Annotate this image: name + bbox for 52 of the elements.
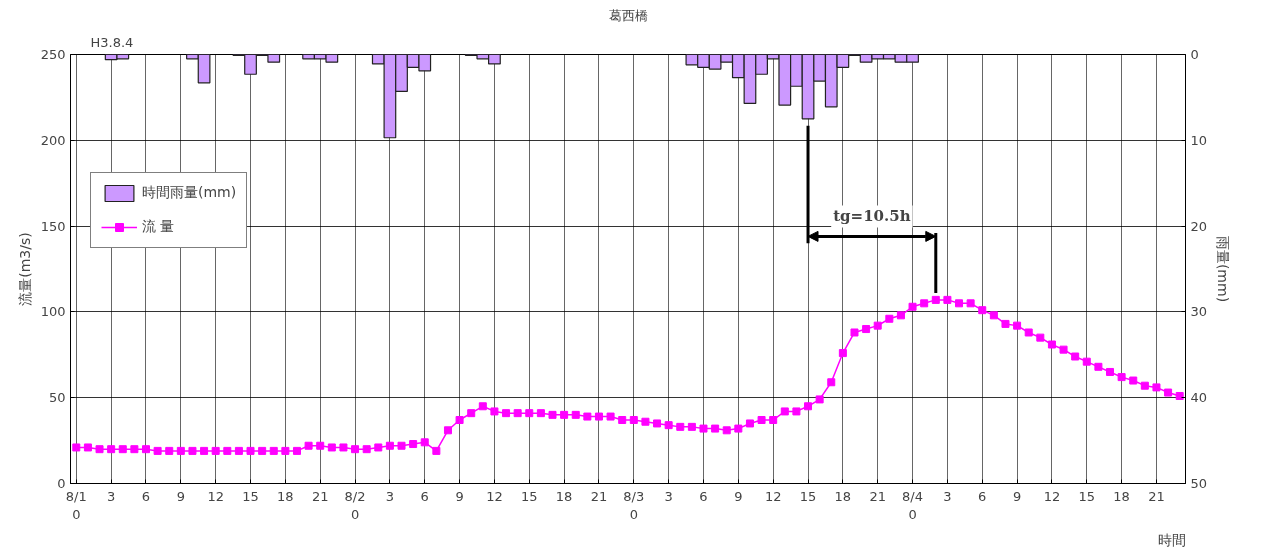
x-tick-label: 18 — [555, 488, 573, 504]
y2-tick-label: 0 — [1190, 47, 1199, 62]
x-tick-label: 3 — [385, 488, 395, 504]
x-tick-label: 21 — [590, 488, 608, 504]
x-tick-label: 9 — [1012, 488, 1022, 504]
y2-axis-title: 雨量(mm) — [1215, 235, 1232, 303]
y-axis-title: 流量(m3/s) — [16, 232, 33, 306]
x-tick-label: 8/1 0 — [65, 488, 87, 522]
x-tick-label: 3 — [943, 488, 952, 504]
x-tick-label: 3 — [664, 488, 673, 504]
x-tick-label: 15 — [521, 488, 538, 504]
x-tick-label: 9 — [455, 488, 464, 504]
y-tick-label: 150 — [40, 218, 66, 234]
x-tick-label: 21 — [869, 488, 886, 504]
x-tick-label: 6 — [420, 488, 429, 504]
x-tick-label: 3 — [107, 488, 116, 504]
y-tick-label: 0 — [57, 476, 66, 491]
y2-tick-label: 40 — [1190, 390, 1208, 406]
x-tick-label: 12 — [207, 488, 224, 504]
legend-label: 時間雨量(mm) — [142, 184, 237, 202]
y-tick-label: 250 — [40, 47, 66, 62]
x-tick-label: 15 — [242, 488, 259, 504]
text: H3.8.4 — [90, 34, 134, 50]
y-tick-label: 50 — [48, 390, 66, 406]
x-tick-label: 9 — [176, 488, 185, 504]
y2-tick-label: 30 — [1190, 304, 1208, 320]
x-tick-label: 6 — [978, 488, 987, 504]
y-tick-label: 200 — [40, 132, 66, 148]
x-tick-label: 8/2 0 — [344, 488, 366, 522]
x-axis-title: 時間 — [1157, 531, 1186, 548]
x-tick-label: 9 — [734, 488, 743, 504]
x-tick-label: 21 — [311, 488, 329, 504]
x-tick-label: 18 — [277, 488, 294, 504]
y2-tick-label: 20 — [1190, 218, 1208, 234]
y2-tick-label: 10 — [1190, 132, 1208, 148]
x-tick-label: 8/4 0 — [902, 488, 924, 522]
x-tick-label: 12 — [764, 488, 782, 504]
x-tick-label: 15 — [799, 488, 817, 504]
x-tick-label: 21 — [1148, 488, 1165, 504]
x-tick-label: 6 — [141, 488, 151, 504]
x-tick-label: 18 — [834, 488, 852, 504]
x-tick-label: 15 — [1078, 488, 1096, 504]
annotation: tg=10.5h — [833, 207, 911, 226]
x-tick-label: 12 — [486, 488, 503, 504]
chart-title: 葛西橋 — [608, 7, 648, 23]
x-tick-label: 8/3 0 — [623, 488, 645, 522]
x-tick-label: 18 — [1113, 488, 1130, 504]
y2-tick-label: 50 — [1190, 476, 1208, 491]
y-tick-label: 100 — [40, 304, 66, 320]
legend-label: 流 量 — [142, 218, 175, 236]
x-tick-label: 6 — [699, 488, 708, 504]
x-tick-label: 12 — [1043, 488, 1061, 504]
